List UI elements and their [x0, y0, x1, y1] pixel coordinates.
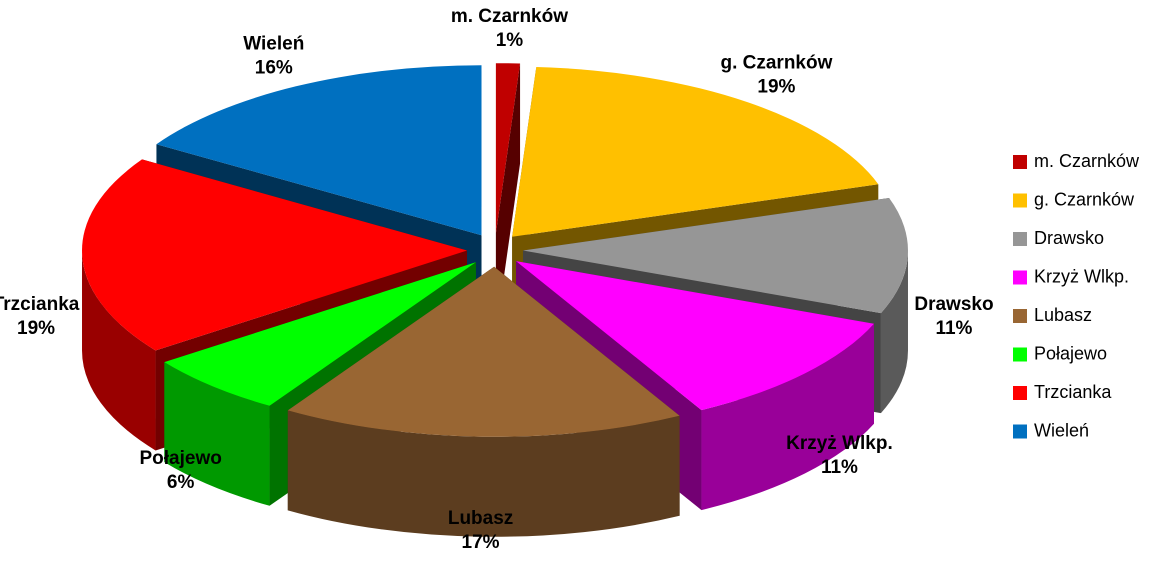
legend-swatch	[1013, 309, 1027, 323]
slice	[287, 266, 680, 537]
data-label-name: m. Czarnków	[451, 6, 568, 27]
slice-top	[512, 67, 879, 237]
data-label-name: Lubasz	[448, 508, 513, 529]
legend-swatch	[1013, 155, 1027, 169]
slice-top	[516, 261, 874, 411]
data-label-name: Wieleń	[243, 33, 304, 54]
legend-label: Lubasz	[1034, 305, 1092, 325]
data-label: 16%	[255, 57, 293, 78]
legend-label: Trzcianka	[1034, 382, 1112, 402]
legend-swatch	[1013, 347, 1027, 362]
slice-top	[156, 65, 482, 236]
legend-label: Połajewo	[1034, 343, 1107, 363]
slice-top	[164, 262, 476, 406]
legend-swatch	[1013, 193, 1027, 208]
data-label-name: Połajewo	[139, 448, 221, 469]
legend-label: g. Czarnków	[1034, 189, 1135, 209]
data-label: 17%	[462, 532, 500, 553]
data-label: 1%	[496, 30, 524, 51]
slice-rim	[880, 250, 908, 414]
data-label-name: Trzcianka	[0, 294, 80, 315]
legend-label: Wieleń	[1034, 420, 1089, 440]
legend-label: m. Czarnków	[1034, 151, 1140, 171]
data-label: 19%	[17, 318, 55, 339]
data-label-name: g. Czarnków	[720, 52, 832, 73]
legend-swatch	[1013, 270, 1027, 285]
legend-swatch	[1013, 232, 1027, 246]
legend-swatch	[1013, 386, 1027, 400]
slice-rim	[164, 362, 270, 506]
data-label: 19%	[757, 76, 795, 97]
slice-rim	[287, 410, 680, 537]
data-label-name: Drawsko	[914, 294, 993, 315]
legend-label: Krzyż Wlkp.	[1034, 266, 1129, 286]
slice	[495, 63, 521, 334]
legend-label: Drawsko	[1034, 228, 1104, 248]
slice-top	[82, 159, 468, 351]
data-label: 11%	[935, 318, 972, 339]
data-label: 11%	[821, 457, 858, 478]
legend-swatch	[1013, 424, 1027, 439]
slice-top	[495, 63, 521, 234]
data-label-name: Krzyż Wlkp.	[786, 433, 893, 454]
slice-top	[522, 197, 908, 314]
slice-rim	[82, 250, 156, 451]
slice-top	[287, 266, 680, 437]
data-label: 6%	[167, 472, 195, 493]
slice-rim	[701, 323, 874, 511]
slice-wall	[495, 63, 521, 334]
